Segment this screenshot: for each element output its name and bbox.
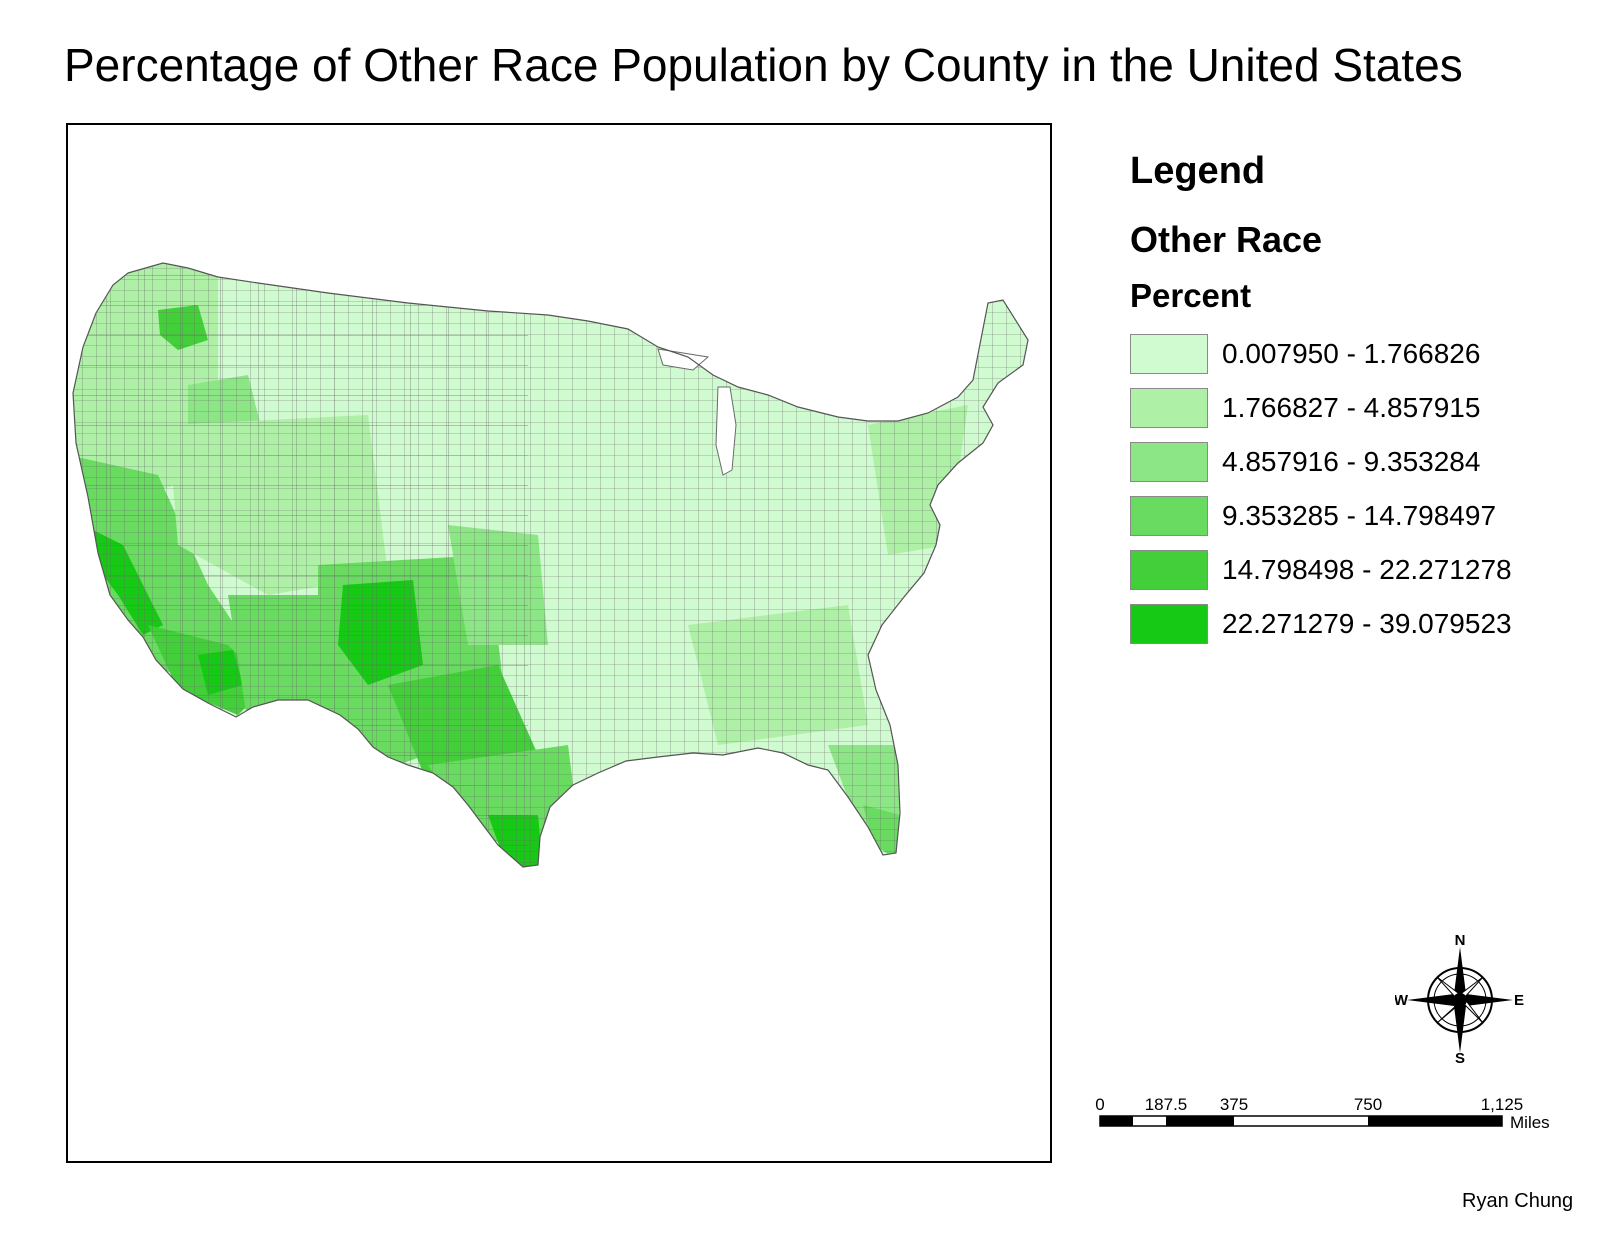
north-arrow-compass: N S E W: [1394, 932, 1525, 1067]
author-credit: Ryan Chung: [1462, 1190, 1574, 1212]
compass-s-label: S: [1455, 1050, 1465, 1065]
scale-tick-label: 0: [1095, 1095, 1104, 1114]
legend-label: 9.353285 - 14.798497: [1222, 500, 1497, 531]
scale-tick-label: 187.5: [1145, 1095, 1188, 1114]
legend-class-2: 1.766827 - 4.857915: [1130, 381, 1512, 435]
map-title: Percentage of Other Race Population by C…: [64, 39, 1463, 91]
legend-swatch: [1130, 496, 1208, 536]
legend-swatch: [1130, 334, 1208, 374]
legend-label: 1.766827 - 4.857915: [1222, 392, 1481, 423]
compass-n-label: N: [1455, 935, 1466, 949]
legend-class-1: 0.007950 - 1.766826: [1130, 327, 1512, 381]
legend-label: 4.857916 - 9.353284: [1222, 446, 1481, 477]
legend-class-3: 4.857916 - 9.353284: [1130, 435, 1512, 489]
legend-label: 0.007950 - 1.766826: [1222, 338, 1481, 369]
scale-bar-graphic: 0 187.5 375 750 1,125 Miles: [1095, 1095, 1550, 1132]
lake-superior: [657, 348, 710, 371]
compass-e-label: E: [1514, 992, 1524, 1009]
scale-tick-label: 750: [1354, 1095, 1382, 1114]
legend-field-name: Percent: [1130, 277, 1252, 314]
legend-heading: Legend: [1130, 150, 1266, 192]
us-county-choropleth-map: [72, 262, 1029, 868]
legend-swatch: [1130, 604, 1208, 644]
legend-swatch: [1130, 388, 1208, 428]
legend-class-6: 22.271279 - 39.079523: [1130, 597, 1512, 651]
legend-swatch: [1130, 442, 1208, 482]
legend-swatch: [1130, 550, 1208, 590]
legend-label: 14.798498 - 22.271278: [1222, 554, 1512, 585]
legend-class-4: 9.353285 - 14.798497: [1130, 489, 1512, 543]
scale-bar: 0 187.5 375 750 1,125 Miles: [1090, 1092, 1560, 1142]
legend-layer-name: Other Race: [1130, 219, 1323, 260]
scale-tick-label: 1,125: [1481, 1095, 1524, 1114]
scale-tick-label: 375: [1220, 1095, 1248, 1114]
lake-michigan: [715, 386, 737, 476]
legend-class-5: 14.798498 - 22.271278: [1130, 543, 1512, 597]
scale-unit-label: Miles: [1510, 1113, 1550, 1132]
compass-rose-icon: N S E W: [1394, 932, 1524, 1067]
legend: Legend Other Race Percent 0.007950 - 1.7…: [1130, 150, 1512, 651]
legend-label: 22.271279 - 39.079523: [1222, 608, 1512, 639]
compass-w-label: W: [1395, 992, 1409, 1009]
us-outline: [72, 262, 1029, 868]
map-frame: [66, 123, 1052, 1163]
